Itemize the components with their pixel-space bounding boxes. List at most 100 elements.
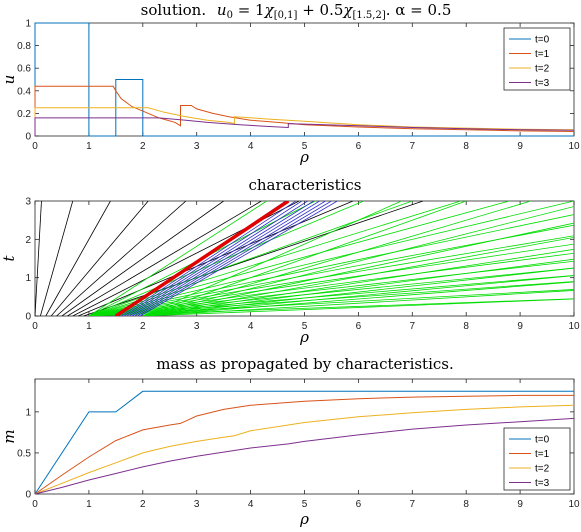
x-tick-label: 10 — [568, 321, 580, 332]
series-line-t3 — [34, 417, 575, 495]
x-tick-label: 6 — [356, 499, 362, 510]
legend: t=0 t=1 t=2 t=3 — [503, 27, 571, 91]
characteristic-line — [131, 201, 320, 316]
x-tick-label: 8 — [463, 141, 469, 152]
characteristic-line — [142, 201, 467, 316]
x-tick-label: 2 — [140, 499, 146, 510]
x-tick-label: 0 — [32, 321, 38, 332]
characteristic-line — [142, 248, 574, 316]
x-axis-label: ρ — [299, 510, 309, 528]
characteristic-line — [88, 235, 574, 316]
legend-entry: t=3 — [535, 478, 550, 489]
x-tick-label: 0 — [32, 499, 38, 510]
x-tick-label: 5 — [302, 499, 308, 510]
x-tick-label: 1 — [86, 499, 92, 510]
characteristic-line — [88, 224, 574, 316]
y-tick-label: 1 — [25, 407, 31, 418]
x-tick-label: 4 — [248, 321, 254, 332]
characteristic-line — [123, 201, 303, 316]
characteristic-line — [142, 222, 574, 316]
x-tick-label: 9 — [517, 141, 523, 152]
characteristic-line — [35, 201, 42, 316]
characteristic-line — [121, 201, 297, 316]
x-tick-label: 7 — [410, 321, 416, 332]
characteristic-line — [67, 201, 262, 316]
characteristic-line — [139, 201, 338, 316]
y-tick-label: 0.2 — [17, 109, 31, 120]
y-axis-label: t — [0, 255, 18, 262]
characteristic-line — [137, 201, 332, 316]
y-tick-label: 0 — [25, 312, 31, 323]
characteristic-line — [142, 267, 574, 316]
y-tick-label: 1 — [25, 273, 31, 284]
x-tick-label: 0 — [32, 141, 38, 152]
characteristic-line — [61, 201, 224, 316]
characteristic-line — [142, 281, 574, 316]
x-axis-label: ρ — [299, 148, 309, 166]
x-tick-label: 10 — [568, 499, 580, 510]
x-tick-label: 2 — [140, 141, 146, 152]
legend-entry: t=1 — [535, 449, 550, 460]
characteristic-line — [83, 201, 424, 316]
x-axis-label: ρ — [299, 328, 309, 346]
characteristic-line — [142, 201, 531, 316]
y-tick-label: 1 — [25, 19, 31, 30]
y-tick-label: 0 — [25, 490, 31, 501]
characteristic-line — [77, 201, 354, 316]
x-tick-label: 4 — [248, 141, 254, 152]
series-line-t0 — [34, 22, 574, 137]
legend: t=0 t=1 t=2 t=3 — [503, 427, 571, 491]
x-tick-label: 5 — [302, 321, 308, 332]
characteristic-line — [40, 201, 74, 316]
mass-panel: 0 1 2 3 4 5 6 7 8 9 10 0 0.5 1 ρ m t=0 t=1 t=2 t=3 — [0, 378, 580, 528]
legend-entry: t=0 — [535, 35, 550, 46]
legend-box — [503, 427, 571, 491]
x-tick-label: 6 — [356, 141, 362, 152]
x-tick-label: 2 — [140, 321, 146, 332]
characteristic-line — [142, 206, 574, 316]
x-tick-label: 8 — [463, 499, 469, 510]
legend-entry: t=2 — [535, 464, 550, 475]
characteristic-line — [88, 281, 574, 316]
x-tick-label: 3 — [194, 321, 200, 332]
characteristic-line — [142, 201, 402, 316]
characteristic-line — [56, 201, 187, 316]
characteristic-line — [88, 260, 574, 316]
series-line-t0 — [34, 390, 574, 495]
characteristic-line — [88, 267, 574, 316]
characteristic-line — [142, 275, 574, 316]
solution-title: solution. u0 = 1χ[0,1] + 0.5χ[1.5,2]. α … — [141, 1, 452, 21]
characteristic-line — [142, 236, 574, 316]
legend-entry: t=2 — [535, 64, 550, 75]
characteristics-panel: 0 1 2 3 4 5 6 7 8 9 10 0 1 2 3 ρ t — [0, 197, 580, 347]
characteristics-title: characteristics — [248, 176, 361, 194]
characteristic-lines — [35, 201, 574, 316]
legend-entry: t=3 — [535, 78, 550, 89]
characteristic-line — [50, 201, 149, 316]
x-tick-label: 8 — [463, 321, 469, 332]
x-tick-label: 9 — [517, 499, 523, 510]
x-tick-label: 9 — [517, 321, 523, 332]
characteristic-line — [129, 201, 314, 316]
legend-entry: t=1 — [535, 49, 550, 60]
characteristic-line — [45, 201, 111, 316]
characteristic-line — [134, 201, 326, 316]
y-tick-label: 0.6 — [17, 64, 31, 75]
x-tick-label: 5 — [302, 141, 308, 152]
characteristic-line — [88, 252, 574, 316]
x-tick-label: 7 — [410, 141, 416, 152]
characteristic-line — [88, 201, 510, 316]
y-tick-label: 3 — [25, 197, 31, 208]
series-line-t2 — [34, 404, 575, 495]
y-axis-label: u — [0, 75, 18, 85]
y-tick-label: 0.8 — [17, 41, 31, 52]
characteristic-line — [88, 201, 267, 316]
legend-box — [503, 27, 571, 91]
y-axis-label: m — [0, 429, 18, 443]
y-tick-label: 0.4 — [17, 86, 31, 97]
characteristic-line — [88, 289, 574, 316]
series-line-t3 — [34, 117, 575, 136]
x-tick-label: 7 — [410, 499, 416, 510]
characteristic-line — [142, 258, 574, 316]
